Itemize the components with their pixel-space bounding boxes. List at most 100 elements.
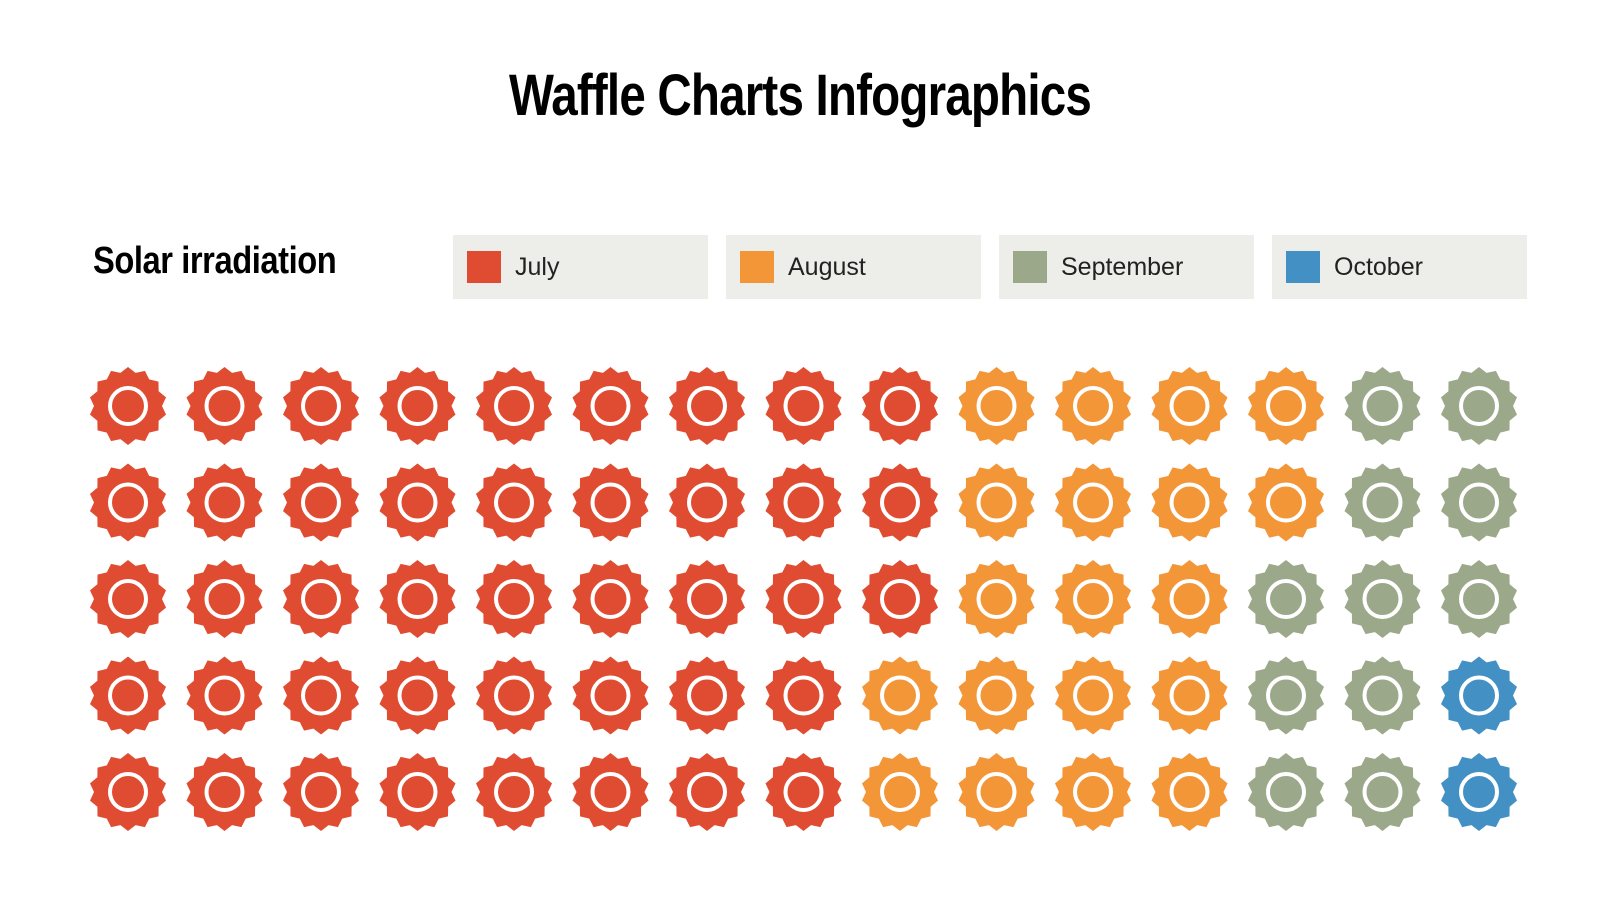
waffle-cell-september [1247, 656, 1325, 735]
waffle-cell-ring [687, 386, 727, 426]
waffle-cell-badge [668, 656, 746, 735]
waffle-cell-badge [89, 560, 167, 638]
waffle-cell-ring [783, 386, 824, 426]
waffle-cell-july [572, 753, 649, 831]
legend-label-october: October [1334, 252, 1423, 281]
waffle-cell-ring [687, 482, 727, 523]
waffle-cell-badge [668, 367, 746, 445]
waffle-cell-september [1344, 367, 1421, 445]
waffle-cell-ring [976, 675, 1017, 716]
waffle-cell-badge [572, 656, 649, 735]
waffle-cell-badge [282, 656, 360, 735]
waffle-cell-ring [301, 772, 341, 812]
waffle-cell-badge [475, 560, 553, 638]
waffle-cell-ring [590, 772, 631, 812]
waffle-cell-badge [765, 753, 842, 831]
waffle-cell-august [1054, 656, 1132, 735]
waffle-cell-ring [880, 675, 920, 716]
waffle-cell-september [1344, 656, 1421, 735]
waffle-cell-august [1247, 367, 1325, 445]
waffle-cell-ring [1169, 579, 1210, 619]
waffle-cell-badge [668, 753, 746, 831]
waffle-cell-badge [1247, 753, 1325, 831]
waffle-cell-ring [1169, 675, 1210, 716]
waffle-cell-badge [572, 753, 649, 831]
waffle-cell-badge [1151, 753, 1228, 831]
waffle-cell-july [475, 753, 553, 831]
waffle-cell-badge [1151, 367, 1228, 445]
waffle-cell-badge [475, 367, 553, 445]
legend-swatch-july [467, 251, 501, 283]
waffle-cell-july [572, 463, 649, 542]
waffle-cell-ring [783, 482, 824, 523]
waffle-cell-ring [204, 579, 245, 619]
waffle-cell-july [668, 753, 746, 831]
waffle-cell-badge [958, 367, 1035, 445]
waffle-cell-september [1440, 367, 1518, 445]
waffle-cell-july [282, 753, 360, 831]
waffle-cell-badge [1440, 560, 1518, 638]
waffle-cell-badge [1151, 560, 1228, 638]
waffle-cell-ring [1459, 675, 1499, 716]
waffle-cell-badge [282, 463, 360, 542]
waffle-cell-badge [958, 753, 1035, 831]
waffle-cell-ring [880, 579, 920, 619]
waffle-cell-badge [1151, 463, 1228, 542]
waffle-cell-badge [379, 656, 456, 735]
waffle-cell-badge [186, 367, 263, 445]
waffle-cell-ring [783, 579, 824, 619]
legend-swatch-september [1013, 251, 1047, 283]
waffle-cell-august [1054, 463, 1132, 542]
waffle-cell-ring [397, 482, 438, 523]
waffle-cell-july [668, 367, 746, 445]
waffle-cell-badge [89, 367, 167, 445]
waffle-cell-badge [379, 753, 456, 831]
waffle-cell-september [1440, 463, 1518, 542]
waffle-cell-badge [861, 753, 939, 831]
waffle-cell-july [572, 367, 649, 445]
waffle-cell-badge [765, 656, 842, 735]
waffle-cell-ring [976, 772, 1017, 812]
waffle-cell-july [765, 463, 842, 542]
waffle-cell-july [282, 463, 360, 542]
waffle-cell-july [186, 463, 263, 542]
waffle-cell-ring [1459, 772, 1499, 812]
waffle-cell-badge [861, 656, 939, 735]
waffle-cell-july [379, 753, 456, 831]
waffle-cell-badge [958, 560, 1035, 638]
waffle-cell-badge [668, 463, 746, 542]
waffle-cell-badge [475, 656, 553, 735]
waffle-cell-ring [397, 386, 438, 426]
waffle-cell-badge [89, 463, 167, 542]
waffle-cell-july [89, 753, 167, 831]
waffle-cell-ring [880, 386, 920, 426]
waffle-cell-july [89, 463, 167, 542]
waffle-cell-badge [475, 753, 553, 831]
waffle-cell-badge [89, 753, 167, 831]
waffle-cell-july [475, 560, 553, 638]
waffle-cell-ring [687, 772, 727, 812]
waffle-cell-july [379, 367, 456, 445]
waffle-cell-badge [1054, 560, 1132, 638]
waffle-cell-july [475, 656, 553, 735]
waffle-cell-july [861, 463, 939, 542]
waffle-cell-ring [1459, 482, 1499, 523]
waffle-cell-july [475, 463, 553, 542]
waffle-cell-july [282, 656, 360, 735]
waffle-cell-ring [880, 772, 920, 812]
waffle-cell-september [1247, 560, 1325, 638]
waffle-cell-july [475, 367, 553, 445]
waffle-cell-badge [379, 560, 456, 638]
waffle-cell-august [1247, 463, 1325, 542]
waffle-cell-badge [186, 656, 263, 735]
waffle-cell-ring [687, 579, 727, 619]
waffle-cell-july [861, 367, 939, 445]
waffle-cell-july [765, 753, 842, 831]
waffle-cell-badge [1054, 367, 1132, 445]
waffle-cell-ring [1169, 772, 1210, 812]
page-title: Waffle Charts Infographics [508, 63, 1092, 128]
waffle-cell-badge [572, 560, 649, 638]
waffle-cell-badge [1440, 753, 1518, 831]
waffle-cell-badge [1247, 367, 1325, 445]
